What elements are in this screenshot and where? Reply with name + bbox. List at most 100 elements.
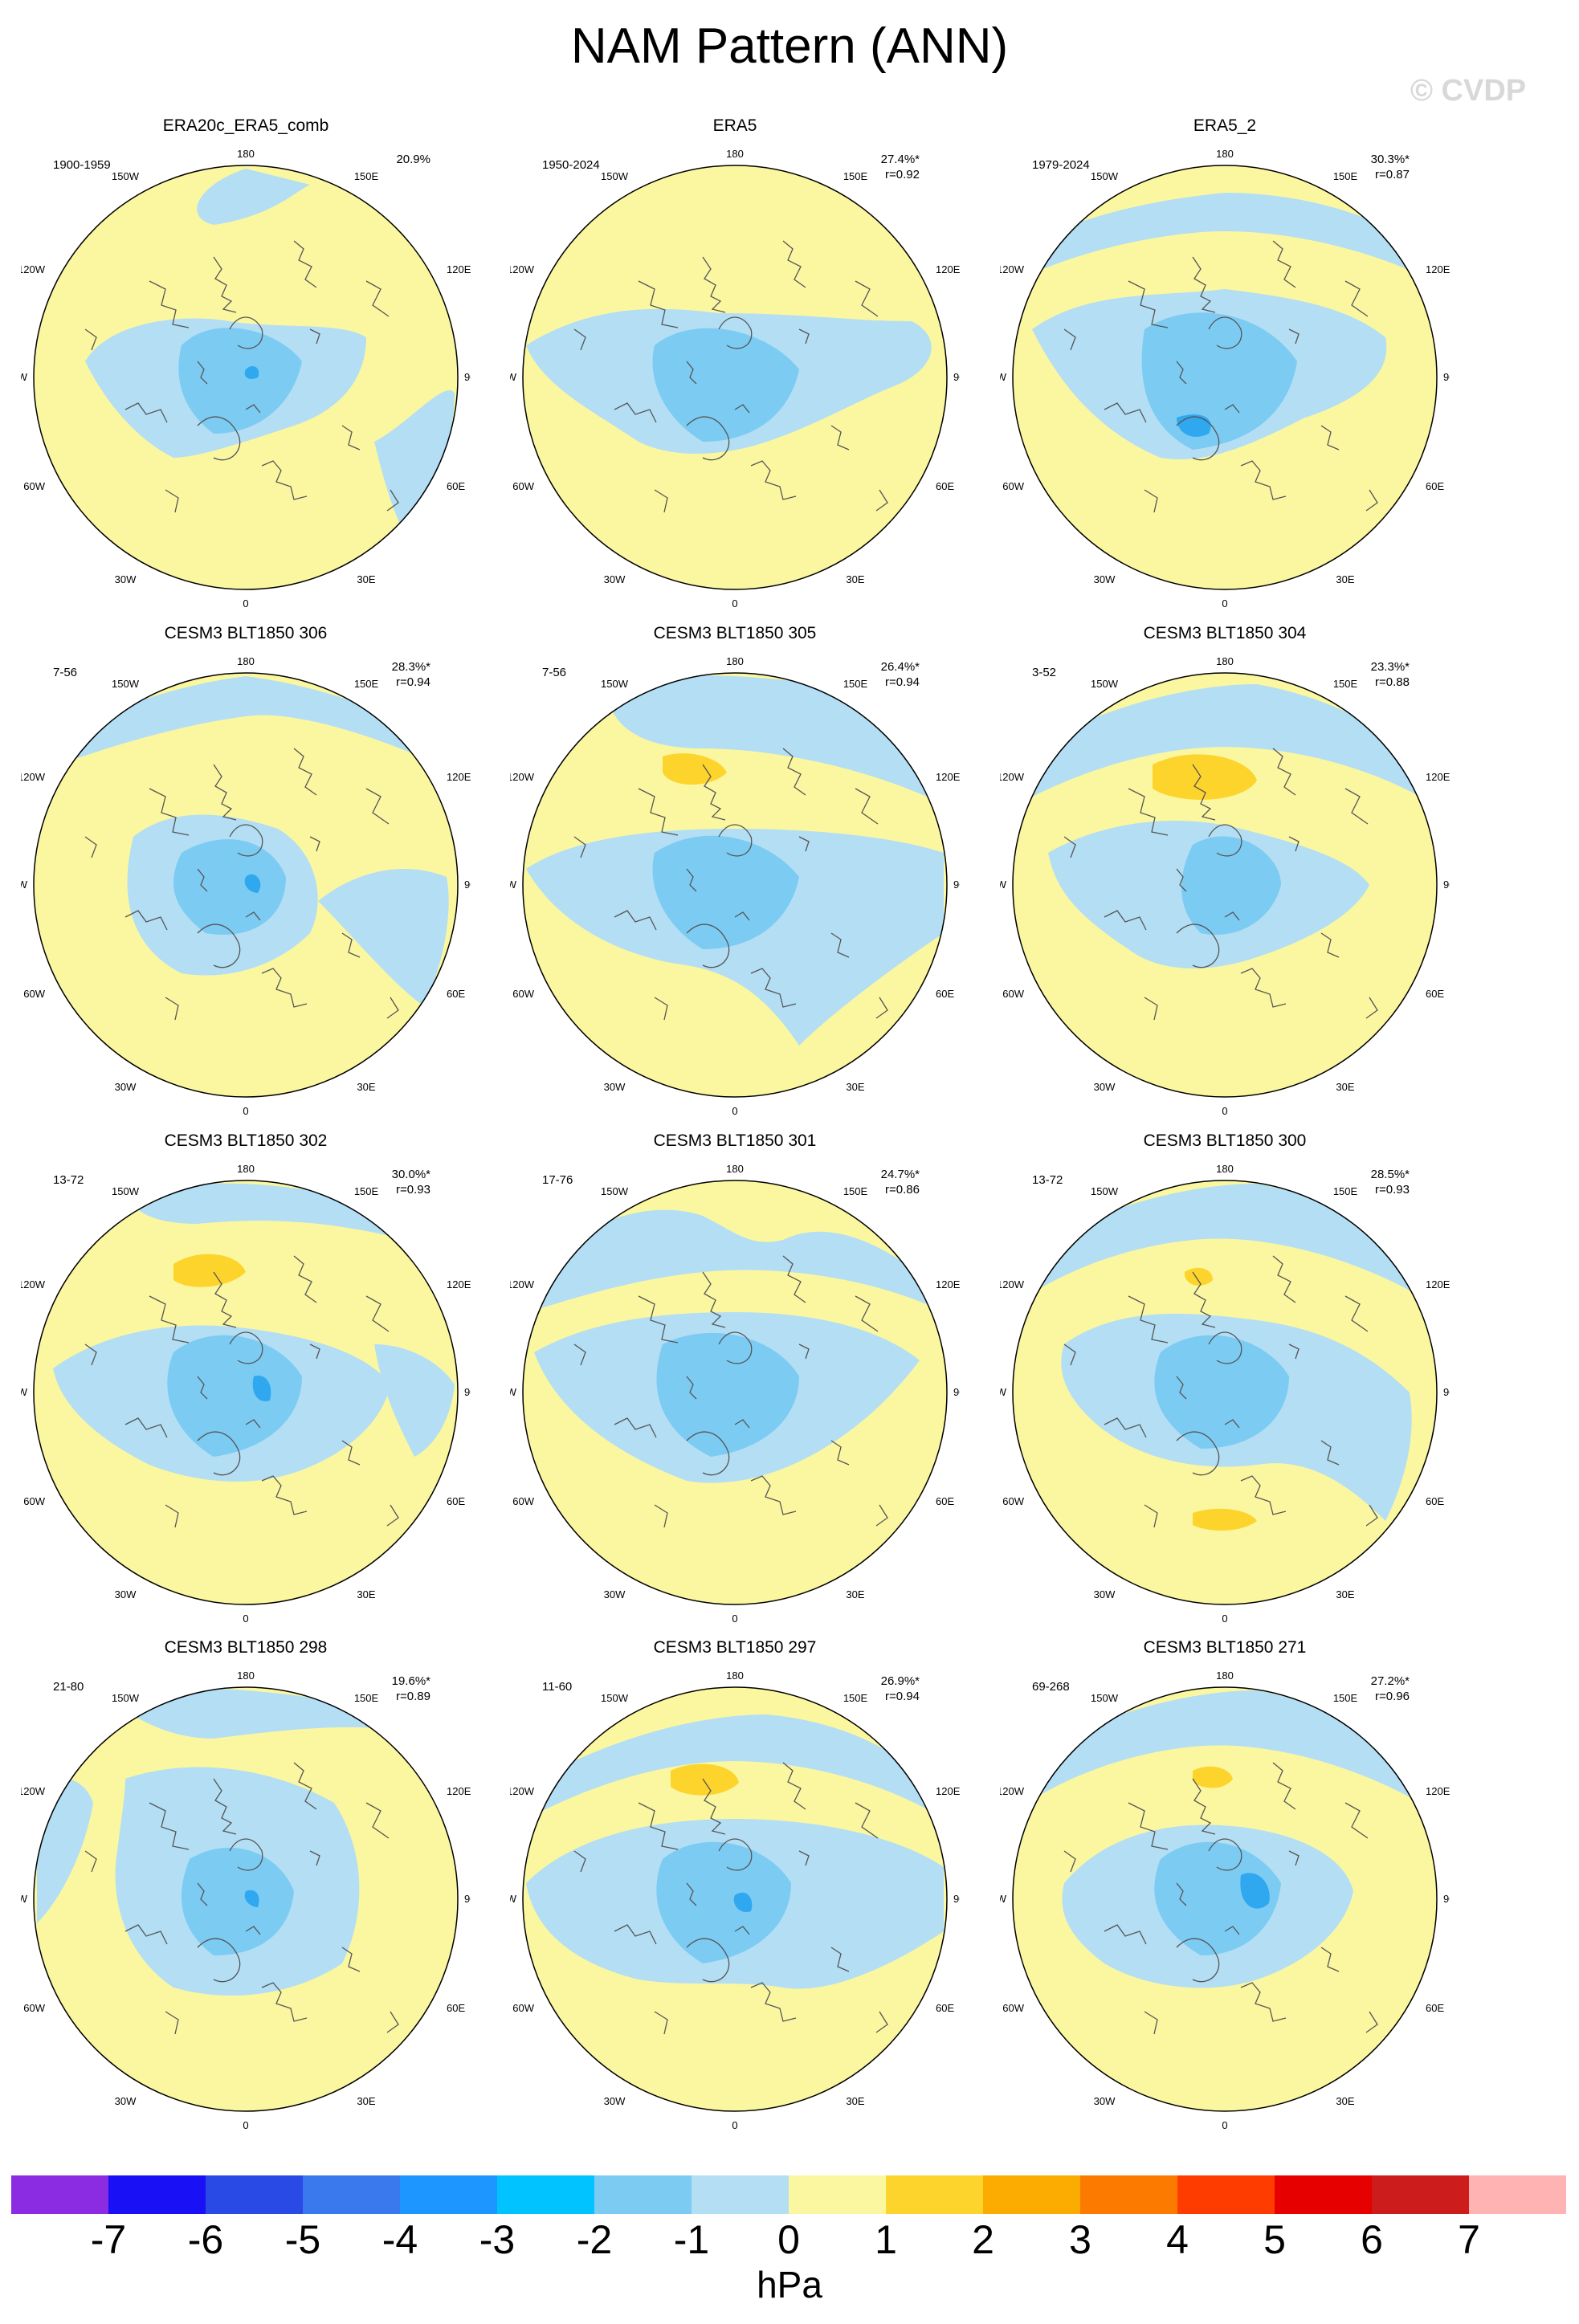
polar-map: 180 0 90W 90E 150W 150E 120W 120E 60W 60E 30W 30E (21, 655, 471, 1117)
longitude-label: 120W (1000, 771, 1025, 783)
longitude-label: 90E (953, 1386, 960, 1398)
map-panel: 180 0 90W 90E 150W 150E 120W 120E 60W 60E 30W 30E ER… (21, 116, 471, 622)
longitude-label: 30W (115, 1588, 137, 1600)
colorbar-swatch (400, 2175, 498, 2214)
longitude-label: 180 (237, 655, 255, 667)
map-panel: 180 0 90W 90E 150W 150E 120W 120E 60W 60E 30W 30E CE… (510, 1131, 960, 1637)
map-border (1012, 672, 1438, 1098)
negative-anomaly-region (1016, 684, 1434, 805)
longitude-label: 180 (726, 655, 744, 667)
longitude-label: 90W (1000, 1893, 1007, 1905)
panel-stats: 26.9%* r=0.94 (881, 1674, 920, 1704)
longitude-label: 150W (112, 1692, 140, 1704)
longitude-label: 30E (846, 573, 864, 585)
colorbar-swatch (692, 2175, 790, 2214)
longitude-label: 90E (464, 1386, 471, 1398)
negative-anomaly-peak (1177, 414, 1211, 437)
colorbar-tick-label: 7 (1458, 2217, 1480, 2262)
longitude-label: 0 (1222, 2119, 1227, 2131)
longitude-label: 60E (447, 480, 465, 492)
negative-anomaly-core (652, 328, 799, 442)
longitude-label: 60E (1426, 480, 1444, 492)
longitude-label: 30W (1094, 2095, 1116, 2107)
map-panel: 180 0 90W 90E 150W 150E 120W 120E 60W 60E 30W 30E CE… (510, 624, 960, 1130)
longitude-label: 90E (953, 879, 960, 891)
longitude-label: 30E (357, 2095, 375, 2107)
negative-anomaly-peak (733, 1892, 753, 1912)
longitude-label: 120E (447, 1785, 471, 1797)
longitude-label: 150W (601, 170, 629, 182)
panel-title: CESM3 BLT1850 301 (653, 1131, 817, 1150)
panel-title: ERA5 (712, 116, 757, 135)
polar-map: 180 0 90W 90E 150W 150E 120W 120E 60W 60E 30W 30E (510, 655, 960, 1117)
negative-anomaly-region (1016, 1184, 1434, 1304)
copyright-watermark: © CVDP (1410, 74, 1527, 108)
coastline (84, 748, 399, 1021)
colorbar-swatch (1080, 2175, 1178, 2214)
negative-anomaly-core (656, 1841, 791, 1963)
map-panel: 180 0 90W 90E 150W 150E 120W 120E 60W 60E 30W 30E CE… (21, 624, 471, 1130)
panel-stats: 28.5%* r=0.93 (1371, 1167, 1410, 1197)
longitude-label: 60E (936, 2002, 954, 2014)
longitude-label: 30E (1336, 573, 1354, 585)
longitude-label: 60E (936, 988, 954, 1000)
variance-percent: 28.5%* (1370, 1168, 1410, 1181)
colorbar-tick-label: -3 (479, 2217, 516, 2262)
longitude-label: 120W (510, 1785, 535, 1797)
longitude-label: 90E (464, 879, 471, 891)
colorbar-swatch (1372, 2175, 1470, 2214)
longitude-label: 0 (732, 2119, 737, 2131)
longitude-label: 150W (1091, 1185, 1119, 1197)
variance-percent: 30.0%* (391, 1168, 430, 1181)
longitude-label: 90W (21, 879, 28, 891)
longitude-label: 60W (23, 1495, 45, 1507)
longitude-label: 150E (843, 1185, 868, 1197)
panel-stats: 24.7%* r=0.86 (881, 1167, 920, 1197)
longitude-label: 30W (115, 1081, 137, 1093)
longitude-label: 90W (21, 1386, 28, 1398)
colorbar-swatch (497, 2175, 595, 2214)
panel-title: CESM3 BLT1850 271 (1143, 1638, 1307, 1657)
longitude-label: 150W (112, 678, 140, 690)
colorbar-swatch (206, 2175, 304, 2214)
longitude-label: 120E (1426, 1278, 1450, 1290)
longitude-label: 90W (1000, 371, 1007, 383)
pattern-correlation: r=0.94 (396, 675, 430, 689)
coastline (1063, 1255, 1378, 1528)
longitude-label: 30W (604, 2095, 626, 2107)
longitude-label: 30W (1094, 573, 1116, 585)
panel-period: 1950-2024 (542, 158, 600, 172)
longitude-label: 180 (726, 1670, 744, 1682)
map-border (33, 165, 459, 590)
map-panel: 180 0 90W 90E 150W 150E 120W 120E 60W 60E 30W 30E ER… (1000, 116, 1450, 622)
longitude-label: 30W (604, 573, 626, 585)
polar-map: 180 0 90W 90E 150W 150E 120W 120E 60W 60E 30W 30E (21, 148, 471, 610)
panel-period: 17-76 (542, 1173, 573, 1187)
longitude-label: 30E (1336, 1081, 1354, 1093)
longitude-label: 150W (1091, 678, 1119, 690)
longitude-label: 90W (510, 371, 517, 383)
negative-anomaly-core (652, 835, 799, 949)
longitude-label: 120E (1426, 771, 1450, 783)
negative-anomaly-peak (1240, 1873, 1270, 1909)
longitude-label: 30E (1336, 2095, 1354, 2107)
colorbar-tick-label: 0 (777, 2217, 800, 2262)
map-panel: 180 0 90W 90E 150W 150E 120W 120E 60W 60E 30W 30E CE… (510, 1638, 960, 2144)
longitude-label: 0 (1222, 1105, 1227, 1117)
map-panel: 180 0 90W 90E 150W 150E 120W 120E 60W 60E 30W 30E CE… (1000, 1638, 1450, 2144)
longitude-label: 120E (447, 771, 471, 783)
map-border (1012, 165, 1438, 590)
longitude-label: 60W (512, 1495, 534, 1507)
panel-period: 1900-1959 (53, 158, 111, 172)
panel-title: CESM3 BLT1850 304 (1143, 624, 1307, 642)
negative-anomaly-region (37, 676, 455, 1005)
longitude-label: 60E (447, 2002, 465, 2014)
longitude-label: 30W (115, 2095, 137, 2107)
longitude-label: 120W (21, 771, 46, 783)
coastline (84, 240, 399, 513)
colorbar-tick-label: -4 (381, 2217, 418, 2262)
longitude-label: 180 (1216, 655, 1234, 667)
longitude-label: 0 (732, 597, 737, 610)
map-border (1012, 1180, 1438, 1605)
longitude-label: 60W (512, 2002, 534, 2014)
